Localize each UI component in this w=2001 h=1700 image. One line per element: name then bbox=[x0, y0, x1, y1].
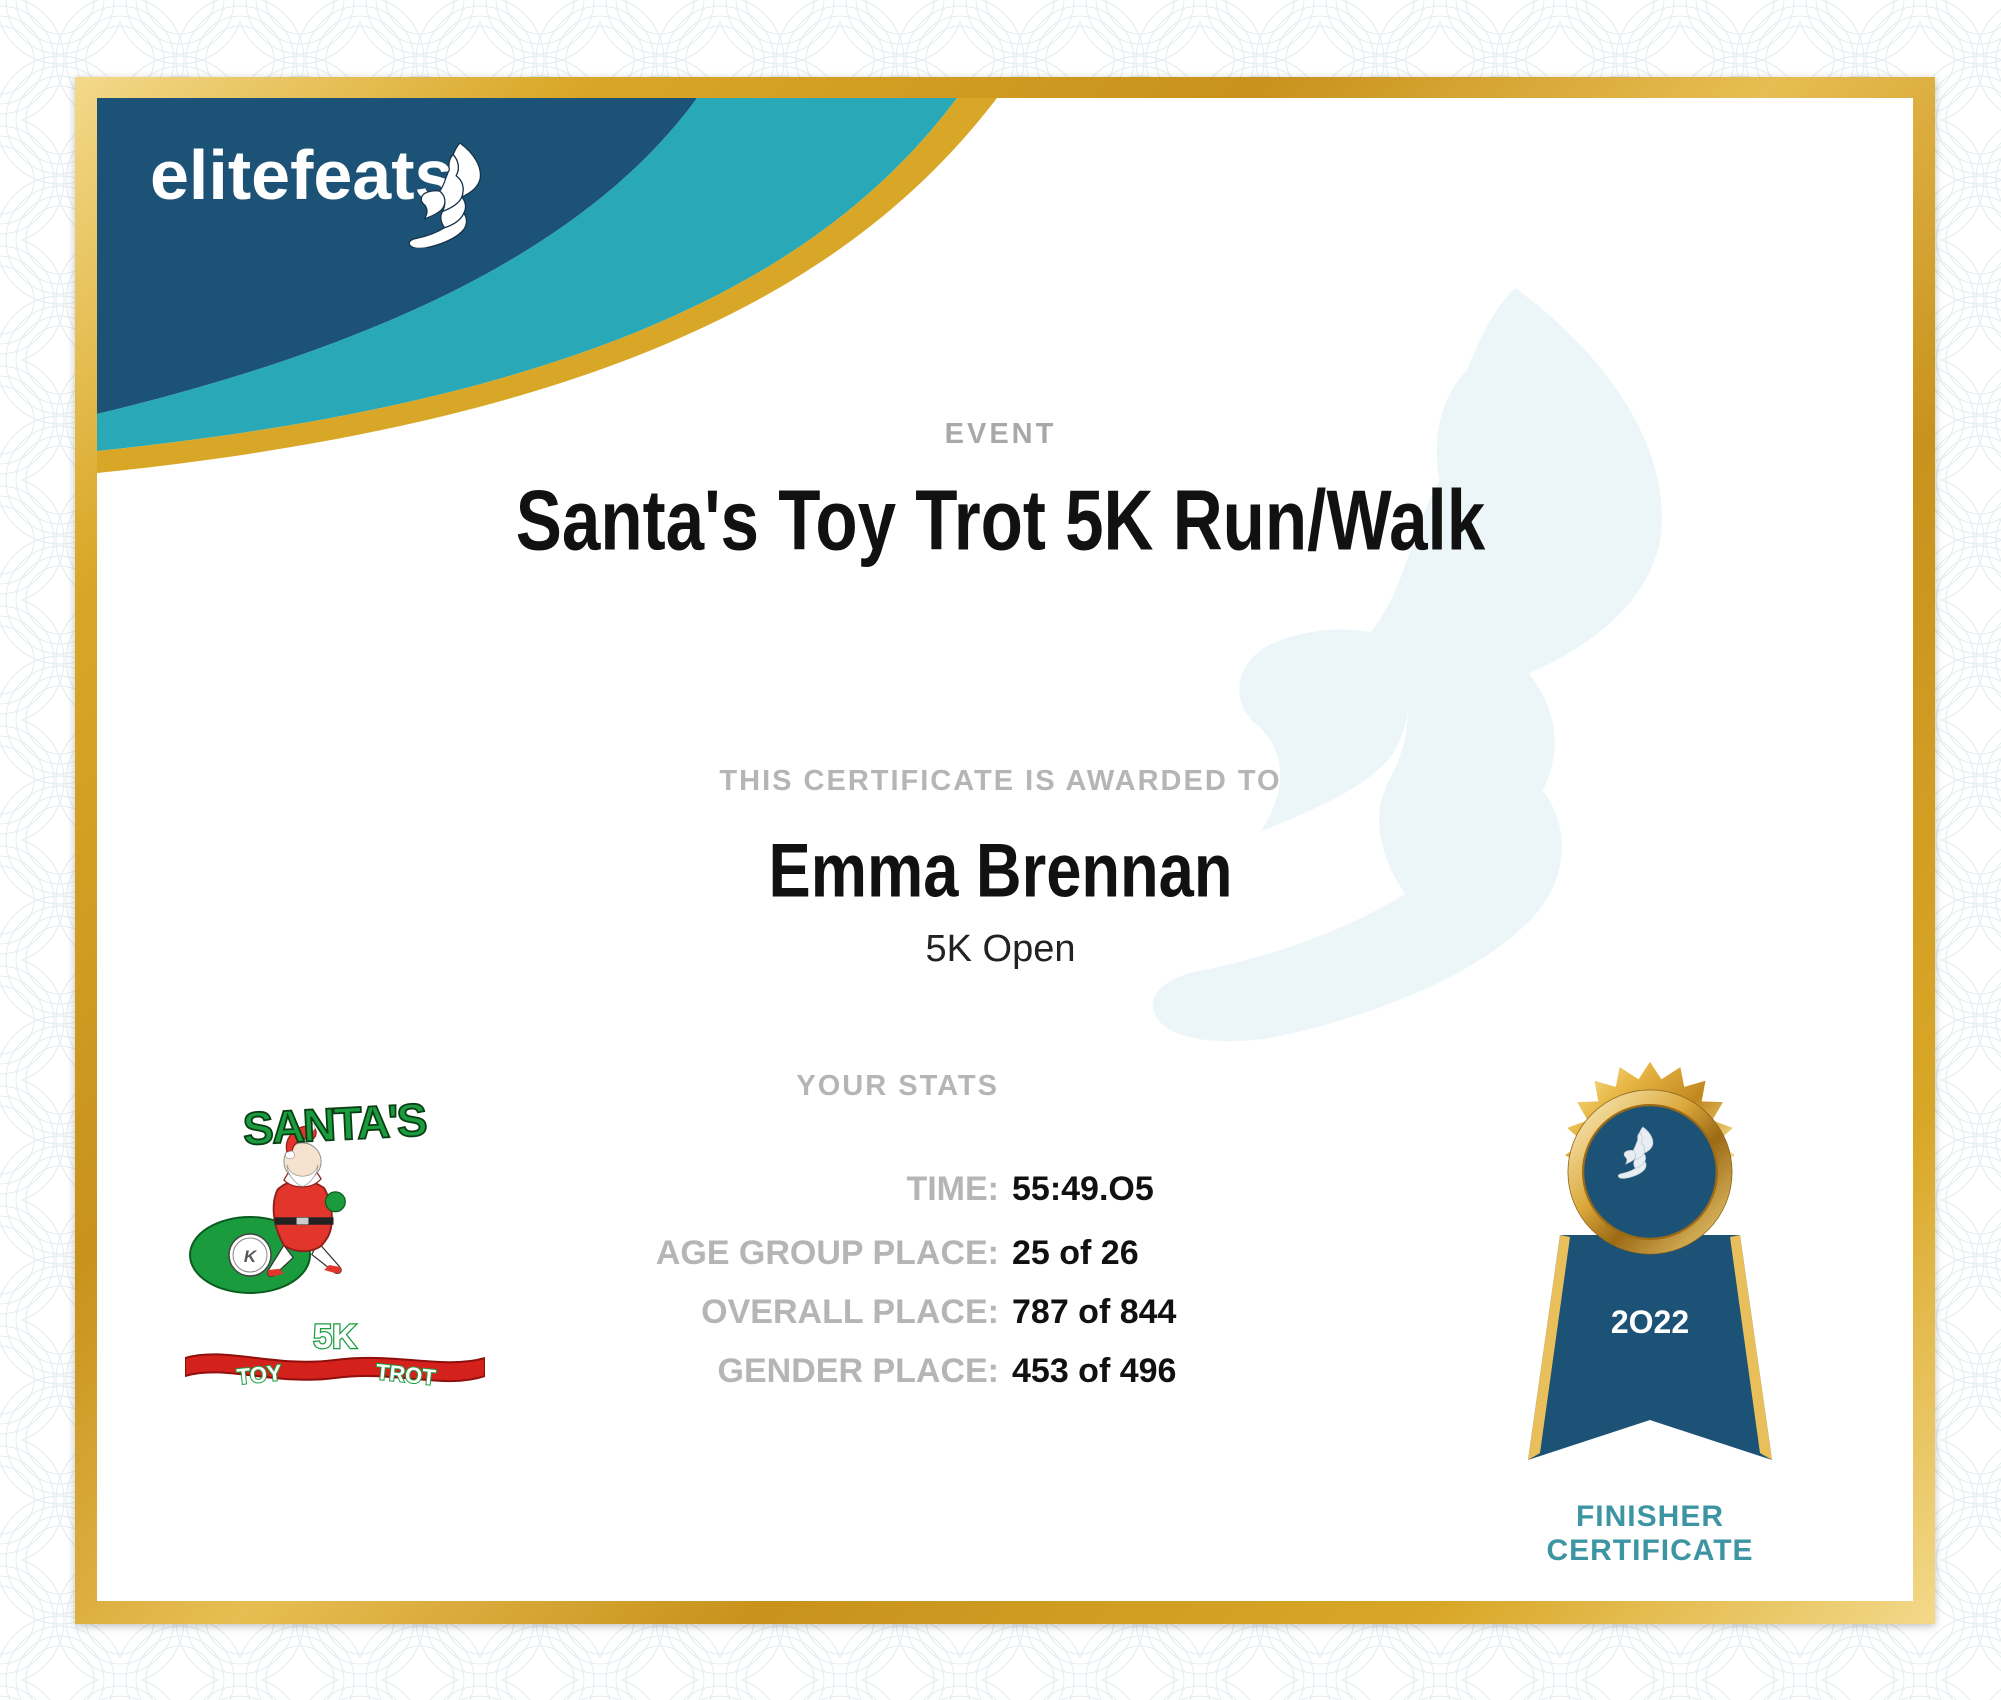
svg-text:SANTA'S: SANTA'S bbox=[242, 1100, 427, 1155]
svg-text:TOY: TOY bbox=[236, 1360, 284, 1390]
svg-text:5K: 5K bbox=[313, 1318, 357, 1356]
svg-text:TROT: TROT bbox=[375, 1359, 438, 1390]
svg-text:2O22: 2O22 bbox=[1611, 1304, 1689, 1340]
svg-text:K: K bbox=[244, 1247, 258, 1266]
